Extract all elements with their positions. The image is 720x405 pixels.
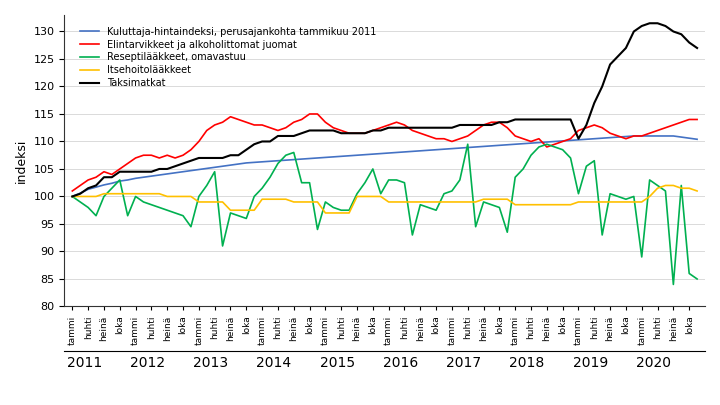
Elintarvikkeet ja alkoholittomat juomat — [503, 125, 512, 130]
Kuluttaja-hintaindeksi, perusajankohta tammikuu 2011 — [629, 134, 638, 139]
Reseptilääkkeet, omavastuu — [480, 200, 488, 205]
Line: Kuluttaja-hintaindeksi, perusajankohta tammikuu 2011: Kuluttaja-hintaindeksi, perusajankohta t… — [72, 136, 697, 196]
Taksimatkat — [448, 125, 456, 130]
Reseptilääkkeet, omavastuu — [669, 282, 678, 287]
Itsehoitolääkkeet — [503, 197, 512, 202]
Itsehoitolääkkeet — [629, 200, 638, 205]
Kuluttaja-hintaindeksi, perusajankohta tammikuu 2011 — [448, 146, 456, 151]
Taksimatkat — [472, 123, 480, 128]
Itsehoitolääkkeet — [693, 189, 701, 194]
Reseptilääkkeet, omavastuu — [345, 208, 354, 213]
Reseptilääkkeet, omavastuu — [448, 189, 456, 194]
Legend: Kuluttaja-hintaindeksi, perusajankohta tammikuu 2011, Elintarvikkeet ja alkoholi: Kuluttaja-hintaindeksi, perusajankohta t… — [76, 23, 380, 92]
Taksimatkat — [495, 120, 504, 125]
Itsehoitolääkkeet — [321, 211, 330, 215]
Elintarvikkeet ja alkoholittomat juomat — [305, 111, 314, 116]
Kuluttaja-hintaindeksi, perusajankohta tammikuu 2011 — [693, 137, 701, 142]
Kuluttaja-hintaindeksi, perusajankohta tammikuu 2011 — [440, 147, 449, 151]
Y-axis label: indeksi: indeksi — [15, 139, 28, 183]
Reseptilääkkeet, omavastuu — [68, 194, 76, 199]
Kuluttaja-hintaindeksi, perusajankohta tammikuu 2011 — [495, 143, 504, 148]
Elintarvikkeet ja alkoholittomat juomat — [456, 136, 464, 141]
Elintarvikkeet ja alkoholittomat juomat — [448, 139, 456, 144]
Elintarvikkeet ja alkoholittomat juomat — [693, 117, 701, 122]
Taksimatkat — [645, 21, 654, 26]
Line: Itsehoitolääkkeet: Itsehoitolääkkeet — [72, 185, 697, 213]
Elintarvikkeet ja alkoholittomat juomat — [353, 131, 361, 136]
Itsehoitolääkkeet — [661, 183, 670, 188]
Itsehoitolääkkeet — [456, 200, 464, 205]
Elintarvikkeet ja alkoholittomat juomat — [480, 123, 488, 128]
Kuluttaja-hintaindeksi, perusajankohta tammikuu 2011 — [621, 134, 630, 139]
Line: Taksimatkat: Taksimatkat — [72, 23, 697, 196]
Reseptilääkkeet, omavastuu — [440, 191, 449, 196]
Taksimatkat — [68, 194, 76, 199]
Elintarvikkeet ja alkoholittomat juomat — [68, 189, 76, 194]
Reseptilääkkeet, omavastuu — [503, 230, 512, 234]
Reseptilääkkeet, omavastuu — [464, 142, 472, 147]
Reseptilääkkeet, omavastuu — [693, 277, 701, 281]
Taksimatkat — [621, 46, 630, 51]
Reseptilääkkeet, omavastuu — [629, 194, 638, 199]
Itsehoitolääkkeet — [480, 197, 488, 202]
Itsehoitolääkkeet — [353, 194, 361, 199]
Itsehoitolääkkeet — [448, 200, 456, 205]
Line: Elintarvikkeet ja alkoholittomat juomat: Elintarvikkeet ja alkoholittomat juomat — [72, 114, 697, 191]
Kuluttaja-hintaindeksi, perusajankohta tammikuu 2011 — [68, 194, 76, 199]
Taksimatkat — [440, 125, 449, 130]
Taksimatkat — [693, 46, 701, 51]
Kuluttaja-hintaindeksi, perusajankohta tammikuu 2011 — [472, 145, 480, 149]
Kuluttaja-hintaindeksi, perusajankohta tammikuu 2011 — [345, 153, 354, 158]
Line: Reseptilääkkeet, omavastuu: Reseptilääkkeet, omavastuu — [72, 144, 697, 284]
Itsehoitolääkkeet — [68, 194, 76, 199]
Taksimatkat — [345, 131, 354, 136]
Elintarvikkeet ja alkoholittomat juomat — [629, 134, 638, 139]
